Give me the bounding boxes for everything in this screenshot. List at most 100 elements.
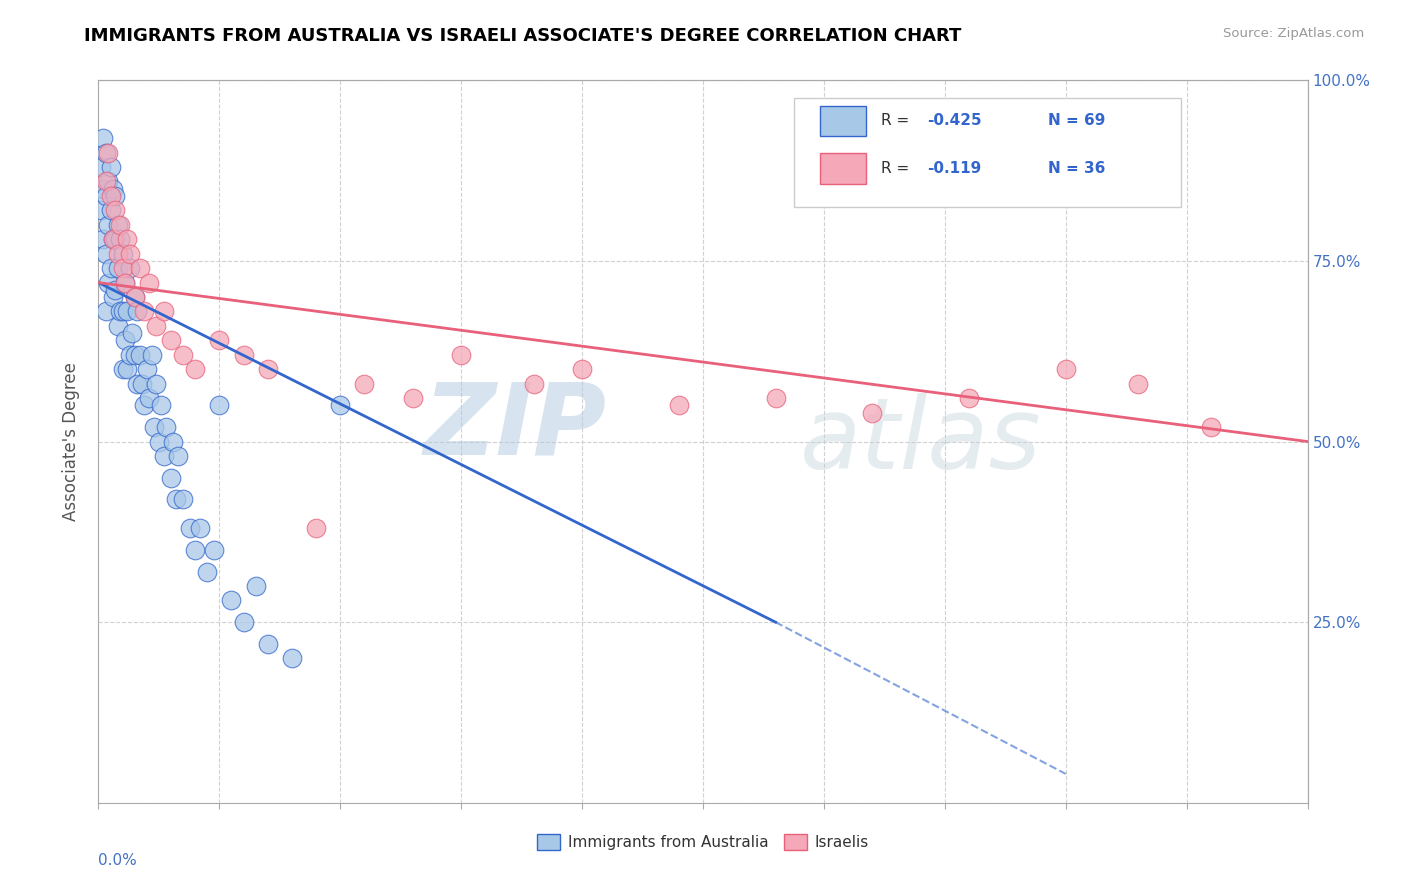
- Point: [402, 391, 425, 405]
- Point: [184, 362, 207, 376]
- Point: [1128, 376, 1150, 391]
- Point: [90, 203, 112, 218]
- Point: [208, 334, 231, 348]
- Point: [100, 261, 122, 276]
- Point: [97, 276, 120, 290]
- Point: [111, 362, 134, 376]
- Legend: Immigrants from Australia, Israelis: Immigrants from Australia, Israelis: [531, 829, 875, 856]
- Point: [281, 651, 304, 665]
- Point: [107, 218, 129, 232]
- Point: [104, 203, 127, 218]
- Point: [108, 304, 131, 318]
- Point: [118, 261, 141, 276]
- Point: [523, 376, 546, 391]
- Point: [91, 232, 114, 246]
- Point: [160, 470, 183, 484]
- Point: [91, 131, 114, 145]
- Point: [127, 376, 149, 391]
- Point: [124, 290, 146, 304]
- Text: IMMIGRANTS FROM AUSTRALIA VS ISRAELI ASSOCIATE'S DEGREE CORRELATION CHART: IMMIGRANTS FROM AUSTRALIA VS ISRAELI ASS…: [84, 27, 962, 45]
- Point: [100, 203, 122, 218]
- Point: [104, 283, 127, 297]
- Point: [100, 160, 122, 174]
- Point: [134, 398, 156, 412]
- Point: [94, 304, 117, 318]
- Point: [118, 246, 141, 260]
- Point: [101, 232, 124, 246]
- Text: -0.425: -0.425: [927, 113, 981, 128]
- Point: [195, 565, 218, 579]
- Text: R =: R =: [880, 113, 914, 128]
- Point: [118, 348, 141, 362]
- Text: 0.0%: 0.0%: [98, 854, 138, 869]
- Point: [134, 304, 156, 318]
- Point: [107, 318, 129, 333]
- Text: atlas: atlas: [800, 393, 1042, 490]
- Point: [124, 348, 146, 362]
- Point: [97, 145, 120, 160]
- Point: [104, 232, 127, 246]
- Point: [305, 521, 328, 535]
- Point: [256, 362, 278, 376]
- Point: [94, 246, 117, 260]
- Point: [128, 261, 150, 276]
- Point: [97, 174, 120, 188]
- Point: [111, 304, 134, 318]
- Point: [114, 276, 136, 290]
- Point: [353, 376, 375, 391]
- Point: [957, 391, 980, 405]
- Point: [101, 232, 124, 246]
- Point: [145, 376, 167, 391]
- Point: [150, 398, 173, 412]
- Point: [114, 276, 136, 290]
- Point: [571, 362, 593, 376]
- Point: [765, 391, 787, 405]
- Point: [256, 637, 278, 651]
- Point: [179, 521, 201, 535]
- Text: ZIP: ZIP: [423, 378, 606, 475]
- Point: [204, 542, 226, 557]
- Text: N = 69: N = 69: [1047, 113, 1105, 128]
- Point: [108, 218, 131, 232]
- Point: [167, 449, 190, 463]
- Text: R =: R =: [880, 161, 914, 176]
- Point: [152, 449, 174, 463]
- Point: [127, 304, 149, 318]
- Text: Source: ZipAtlas.com: Source: ZipAtlas.com: [1223, 27, 1364, 40]
- Point: [131, 376, 153, 391]
- Text: N = 36: N = 36: [1047, 161, 1105, 176]
- Text: -0.119: -0.119: [927, 161, 981, 176]
- Point: [124, 290, 146, 304]
- Point: [329, 398, 352, 412]
- Point: [90, 160, 112, 174]
- Point: [143, 420, 166, 434]
- Point: [114, 334, 136, 348]
- Point: [860, 406, 883, 420]
- Point: [1199, 420, 1222, 434]
- Point: [141, 348, 163, 362]
- Point: [101, 182, 124, 196]
- Point: [188, 521, 211, 535]
- FancyBboxPatch shape: [820, 153, 866, 184]
- Point: [104, 189, 127, 203]
- Y-axis label: Associate's Degree: Associate's Degree: [62, 362, 80, 521]
- Point: [184, 542, 207, 557]
- Point: [160, 334, 183, 348]
- Point: [107, 261, 129, 276]
- Point: [117, 362, 139, 376]
- Point: [162, 434, 184, 449]
- Point: [208, 398, 231, 412]
- Point: [97, 218, 120, 232]
- Point: [138, 391, 160, 405]
- Point: [100, 189, 122, 203]
- Point: [148, 434, 170, 449]
- Point: [135, 362, 157, 376]
- Point: [94, 174, 117, 188]
- Point: [1054, 362, 1077, 376]
- Point: [91, 182, 114, 196]
- Point: [121, 326, 143, 340]
- Point: [172, 348, 194, 362]
- FancyBboxPatch shape: [820, 105, 866, 136]
- Point: [152, 304, 174, 318]
- Point: [165, 492, 187, 507]
